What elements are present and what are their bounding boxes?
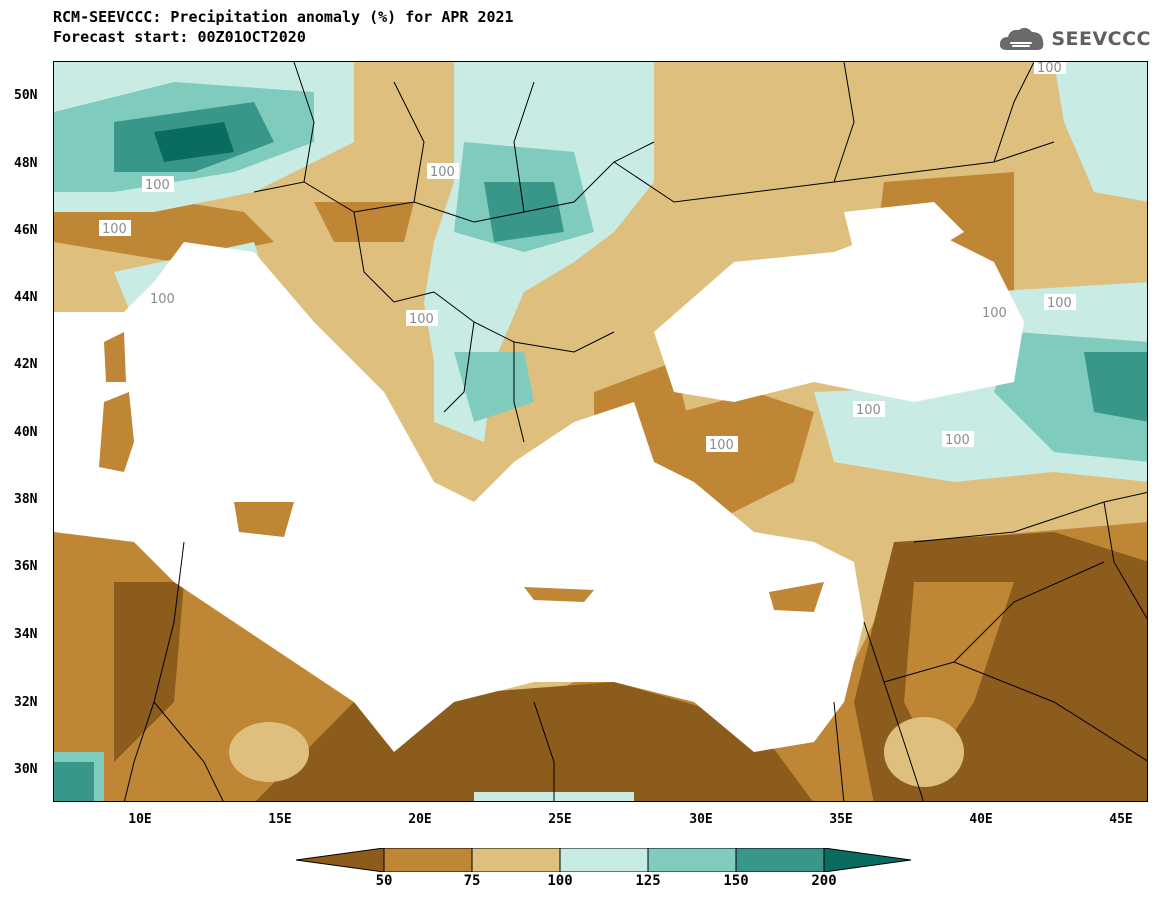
band-jordan-pocket: [884, 717, 964, 787]
lat-label-48n: 48N: [14, 156, 38, 171]
legend-label-75: 75: [463, 873, 481, 889]
band-hungary-75: [314, 202, 414, 242]
legend-colorbar: [296, 848, 912, 872]
legend-label-50: 50: [375, 873, 393, 889]
contour-label-100: 100: [1047, 296, 1072, 311]
lat-label-36n: 36N: [14, 559, 38, 574]
cloud-icon: [1000, 27, 1044, 50]
legend-swatch-below-50: [296, 848, 385, 872]
legend-label-200: 200: [811, 873, 837, 889]
band-above200-germany: [154, 122, 234, 162]
contour-label-100: 100: [856, 403, 881, 418]
lon-label-10e: 10E: [128, 812, 152, 827]
sardinia: [99, 392, 134, 472]
band-libya-pocket: [229, 722, 309, 782]
mediterranean-sea: [54, 242, 864, 752]
band-150-200-caucasus: [1084, 352, 1147, 422]
contour-label-100: 100: [102, 222, 127, 237]
legend-swatch-150-200: [735, 848, 825, 872]
lat-label-50n: 50N: [14, 88, 38, 103]
logo-text: SEEVCCC: [1051, 28, 1151, 50]
band-below50-tunisia: [114, 582, 184, 762]
forecast-start-subtitle: Forecast start: 00Z01OCT2020: [53, 28, 306, 46]
band-100-125-caucasus: [984, 282, 1147, 342]
sicily: [234, 502, 294, 537]
lon-label-45e: 45E: [1109, 812, 1133, 827]
contour-labels: 100 100 100 100 100 100 100 100 100 100 …: [99, 62, 1076, 453]
band-syria-75: [904, 582, 1014, 762]
legend-swatch-75-100: [471, 848, 561, 872]
lon-label-25e: 25E: [548, 812, 572, 827]
lat-label-32n: 32N: [14, 695, 38, 710]
band-150-200-algeria: [54, 762, 94, 801]
cyprus: [769, 582, 824, 612]
lon-label-40e: 40E: [969, 812, 993, 827]
lat-label-46n: 46N: [14, 223, 38, 238]
legend-swatch-125-150: [647, 848, 737, 872]
map-canvas: 100 100 100 100 100 100 100 100 100 100 …: [54, 62, 1147, 801]
contour-label-100: 100: [150, 292, 175, 307]
lon-label-20e: 20E: [408, 812, 432, 827]
legend-label-100: 100: [547, 873, 573, 889]
lat-label-44n: 44N: [14, 290, 38, 305]
contour-label-100: 100: [409, 312, 434, 327]
lat-label-42n: 42N: [14, 357, 38, 372]
country-borders: [123, 62, 1147, 801]
legend-swatch-100-125: [559, 848, 649, 872]
lat-label-40n: 40N: [14, 425, 38, 440]
lat-label-34n: 34N: [14, 627, 38, 642]
black-sea: [654, 222, 1024, 402]
contour-label-100: 100: [982, 306, 1007, 321]
sea-of-azov: [844, 202, 964, 262]
legend-swatch-50-75: [383, 848, 473, 872]
legend-label-125: 125: [635, 873, 661, 889]
lat-label-30n: 30N: [14, 762, 38, 777]
band-100-125-russia: [1054, 62, 1147, 202]
corsica: [104, 332, 126, 382]
lon-label-35e: 35E: [829, 812, 853, 827]
legend-label-150: 150: [723, 873, 749, 889]
legend-swatch-above-200: [823, 848, 912, 872]
contour-label-100: 100: [1037, 62, 1062, 76]
chart-title: RCM-SEEVCCC: Precipitation anomaly (%) f…: [53, 8, 514, 26]
contour-label-100: 100: [430, 165, 455, 180]
seevccc-logo: SEEVCCC: [997, 24, 1151, 54]
lon-label-30e: 30E: [689, 812, 713, 827]
lon-label-15e: 15E: [268, 812, 292, 827]
precipitation-map: 100 100 100 100 100 100 100 100 100 100 …: [53, 61, 1148, 802]
crete: [524, 587, 594, 602]
contour-label-100: 100: [945, 433, 970, 448]
contour-label-100: 100: [709, 438, 734, 453]
lat-label-38n: 38N: [14, 492, 38, 507]
contour-label-100: 100: [145, 178, 170, 193]
